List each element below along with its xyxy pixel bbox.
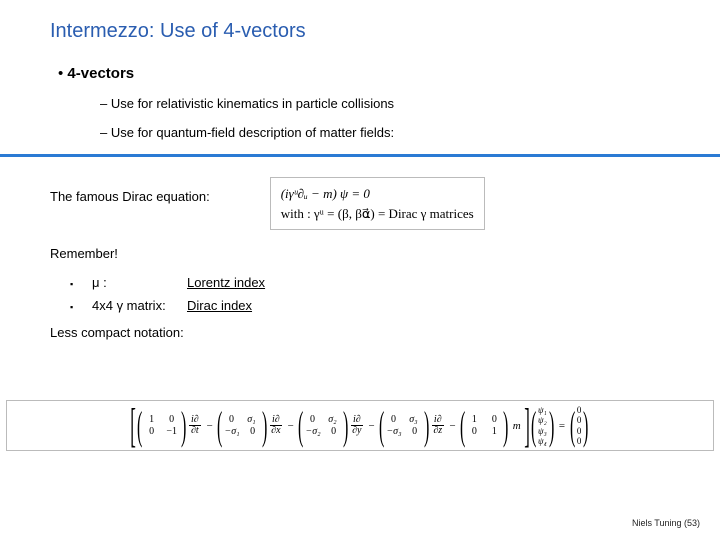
slide-footer: Niels Tuning (53) bbox=[632, 518, 700, 528]
divider bbox=[0, 154, 720, 157]
sub-bullet-1: Use for relativistic kinematics in parti… bbox=[100, 96, 680, 111]
d-dy: i∂∂y bbox=[351, 415, 363, 436]
paren-icon: ) bbox=[503, 412, 508, 440]
dirac-line-2: with : γᵘ = (β, βα⃗) = Dirac γ matrices bbox=[281, 204, 474, 224]
paren-icon: ) bbox=[549, 412, 554, 440]
paren-icon: ( bbox=[217, 412, 222, 440]
paren-icon: ) bbox=[262, 412, 267, 440]
minus-op: − bbox=[368, 420, 375, 432]
matrix-identity: 10 0−1 bbox=[145, 414, 179, 438]
matrix-sigma3: 0σ₃ −σ₃0 bbox=[386, 414, 421, 438]
square-bullet-icon bbox=[70, 275, 92, 290]
mass-m: m bbox=[513, 420, 521, 432]
dirac-intro: The famous Dirac equation: bbox=[50, 189, 210, 204]
matrix-sigma2: 0σ₂ −σ₂0 bbox=[305, 414, 340, 438]
remember-label-2: 4x4 γ matrix: bbox=[92, 298, 187, 313]
remember-list: μ : Lorentz index 4x4 γ matrix: Dirac in… bbox=[70, 275, 680, 313]
left-bracket-icon: [ bbox=[131, 409, 137, 443]
paren-icon: ) bbox=[181, 412, 186, 440]
paren-icon: ) bbox=[424, 412, 429, 440]
main-bullet: 4-vectors bbox=[58, 65, 680, 82]
remember-item-2: 4x4 γ matrix: Dirac index bbox=[70, 298, 680, 313]
expanded-equation-box: [ ( 10 0−1 ) i∂∂t − ( 0σ₁ −σ₁0 ) i∂∂x − … bbox=[6, 400, 714, 451]
paren-icon: ( bbox=[137, 412, 142, 440]
psi-column: ψ₁ ψ₂ ψ₃ ψ₄ bbox=[538, 405, 547, 446]
remember-label-1: μ : bbox=[92, 275, 187, 290]
minus-op: − bbox=[206, 420, 213, 432]
remember-value-1: Lorentz index bbox=[187, 275, 265, 290]
d-dx: i∂∂x bbox=[270, 415, 282, 436]
paren-icon: ( bbox=[298, 412, 303, 440]
less-compact-label: Less compact notation: bbox=[50, 325, 680, 340]
paren-icon: ( bbox=[379, 412, 384, 440]
dirac-line-1: (iγᵘ∂ᵤ − m) ψ = 0 bbox=[281, 184, 474, 204]
remember-heading: Remember! bbox=[50, 246, 680, 261]
square-bullet-icon bbox=[70, 298, 92, 313]
matrix-identity2: 10 01 bbox=[467, 414, 501, 438]
paren-icon: ) bbox=[343, 412, 348, 440]
equals-op: = bbox=[558, 420, 565, 432]
dirac-equation-box: (iγᵘ∂ᵤ − m) ψ = 0 with : γᵘ = (β, βα⃗) =… bbox=[270, 177, 485, 230]
remember-value-2: Dirac index bbox=[187, 298, 252, 313]
matrix-sigma1: 0σ₁ −σ₁0 bbox=[224, 414, 259, 438]
sub-bullet-2: Use for quantum-field description of mat… bbox=[100, 125, 680, 140]
paren-icon: ) bbox=[583, 412, 588, 440]
zero-column: 0 0 0 0 bbox=[577, 405, 582, 446]
slide: Intermezzo: Use of 4-vectors 4-vectors U… bbox=[0, 0, 720, 540]
dirac-row: The famous Dirac equation: (iγᵘ∂ᵤ − m) ψ… bbox=[50, 177, 680, 230]
slide-title: Intermezzo: Use of 4-vectors bbox=[50, 20, 680, 43]
paren-icon: ( bbox=[531, 412, 536, 440]
d-dt: i∂∂t bbox=[189, 415, 201, 436]
minus-op: − bbox=[449, 420, 456, 432]
paren-icon: ( bbox=[569, 412, 574, 440]
right-bracket-icon: ] bbox=[524, 409, 530, 443]
paren-icon: ( bbox=[460, 412, 465, 440]
remember-item-1: μ : Lorentz index bbox=[70, 275, 680, 290]
minus-op: − bbox=[287, 420, 294, 432]
d-dz: i∂∂z bbox=[432, 415, 444, 436]
